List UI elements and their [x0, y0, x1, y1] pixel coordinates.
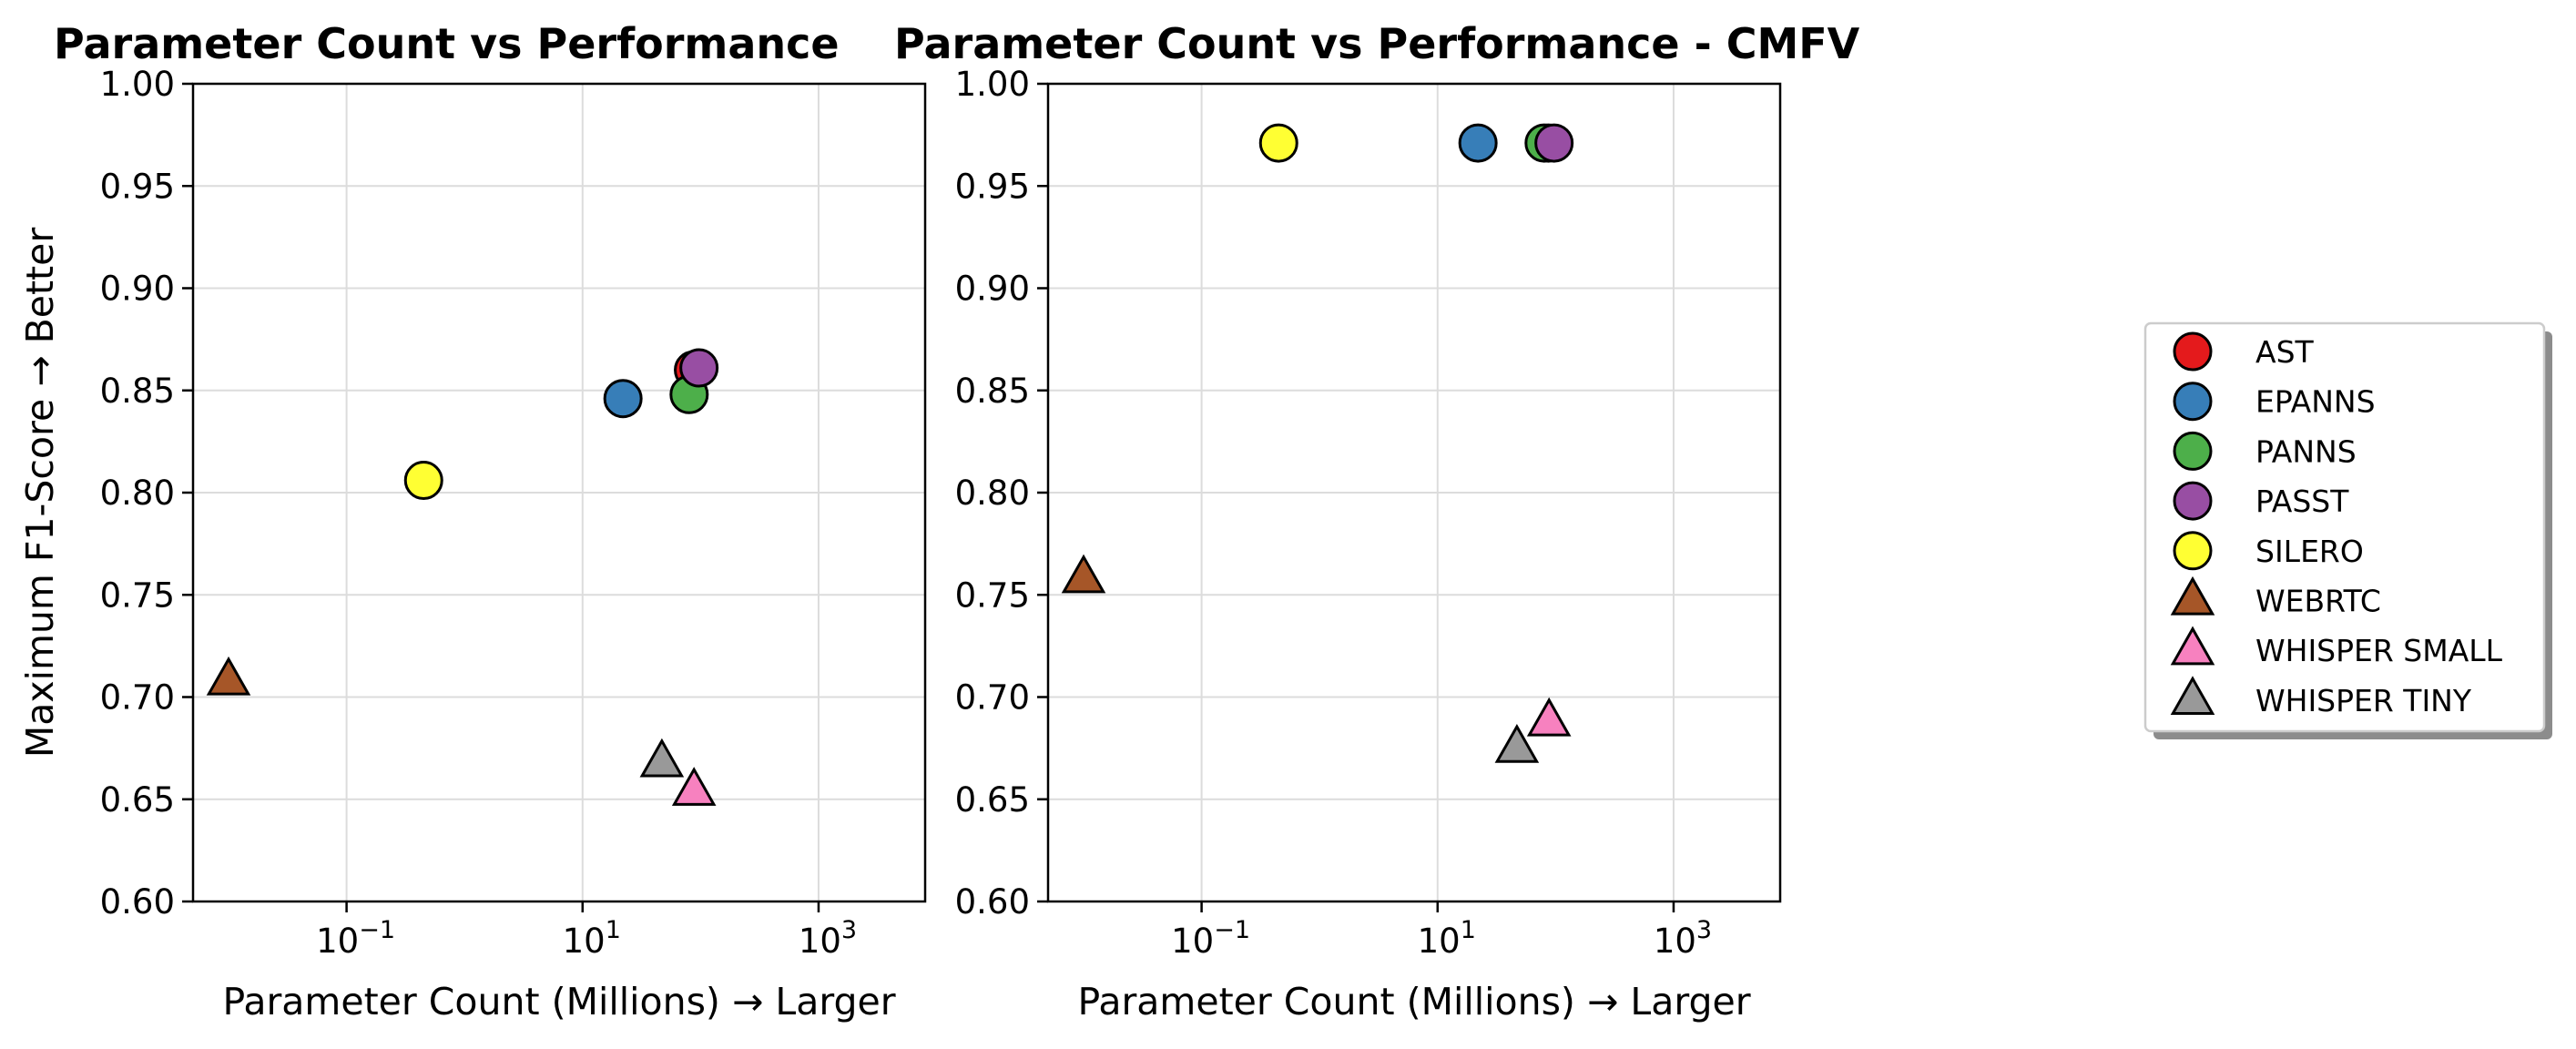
point-passt — [1534, 123, 1574, 163]
legend-marker-panns — [2173, 431, 2213, 471]
legend-label: PANNS — [2255, 433, 2357, 469]
legend-marker-epanns — [2173, 382, 2213, 422]
y-tick-label: 0.95 — [955, 167, 1030, 206]
point-epanns — [603, 379, 643, 419]
legend-marker-webrtc — [2170, 575, 2215, 616]
x-tick-exponent: −1 — [1214, 916, 1250, 944]
legend-label: WHISPER TINY — [2255, 683, 2472, 718]
y-tick-label: 1.00 — [100, 65, 175, 104]
y-tick-label: 1.00 — [955, 65, 1030, 104]
x-tick-base: 10 — [316, 922, 359, 961]
point-silero — [1258, 123, 1298, 163]
legend-label: WEBRTC — [2255, 584, 2381, 619]
y-tick-label: 0.90 — [955, 270, 1030, 309]
x-tick-base: 10 — [1418, 922, 1461, 961]
legend-marker-whisper-tiny — [2170, 676, 2215, 716]
chart-title: Parameter Count vs Performance - CMFV — [894, 19, 1860, 68]
y-tick-label: 0.75 — [100, 575, 175, 615]
x-tick-exponent: 3 — [1696, 916, 1712, 944]
legend-label: PASST — [2255, 484, 2349, 519]
chart-title: Parameter Count vs Performance — [54, 19, 840, 68]
point-whisper-small — [1526, 697, 1572, 737]
y-tick-label: 0.60 — [100, 882, 175, 922]
y-tick-label: 0.70 — [955, 678, 1030, 718]
x-tick-label: 10−1 — [316, 916, 395, 961]
legend-marker-silero — [2173, 531, 2213, 571]
point-whisper-tiny — [639, 738, 685, 778]
x-axis-label: Parameter Count (Millions) → Larger — [1077, 980, 1750, 1024]
x-tick-exponent: 3 — [841, 916, 857, 944]
scatter-panel-overall: 0.600.650.700.750.800.850.900.951.0010−1… — [18, 19, 927, 1024]
legend-label: AST — [2255, 334, 2315, 370]
x-tick-label: 101 — [563, 916, 621, 961]
legend-marker-passt — [2173, 481, 2213, 521]
point-webrtc — [206, 656, 251, 696]
point-passt — [679, 348, 719, 388]
y-tick-label: 0.90 — [100, 270, 175, 309]
y-tick-label: 0.70 — [100, 678, 175, 718]
x-axis-label: Parameter Count (Millions) → Larger — [222, 980, 895, 1024]
legend-label: WHISPER SMALL — [2255, 633, 2503, 668]
y-tick-label: 0.95 — [100, 167, 175, 206]
x-tick-label: 103 — [799, 916, 857, 961]
legend-box — [2143, 321, 2546, 733]
y-tick-label: 0.65 — [955, 780, 1030, 820]
y-axis-label: Maximum F1-Score → Better — [18, 228, 62, 758]
y-tick-label: 0.85 — [100, 372, 175, 411]
y-tick-label: 0.85 — [955, 372, 1030, 411]
y-tick-label: 0.65 — [100, 780, 175, 820]
point-silero — [403, 461, 443, 501]
legend: AST EPANNS PANNS PASST SILERO WEBRTC WHISPER S… — [2143, 321, 2552, 739]
y-tick-label: 0.80 — [955, 474, 1030, 513]
x-tick-base: 10 — [799, 922, 841, 961]
x-tick-exponent: −1 — [359, 916, 395, 944]
legend-label: EPANNS — [2255, 384, 2376, 420]
x-tick-exponent: 1 — [1461, 916, 1476, 944]
point-whisper-tiny — [1494, 723, 1540, 763]
x-tick-base: 10 — [1171, 922, 1214, 961]
x-tick-label: 10−1 — [1171, 916, 1250, 961]
point-whisper-small — [671, 767, 717, 806]
legend-marker-ast — [2173, 331, 2213, 372]
legend-label: SILERO — [2255, 534, 2364, 569]
point-epanns — [1458, 123, 1498, 163]
y-tick-label: 0.60 — [955, 882, 1030, 922]
x-tick-label: 103 — [1654, 916, 1712, 961]
x-tick-base: 10 — [563, 922, 606, 961]
y-tick-label: 0.75 — [955, 575, 1030, 615]
x-tick-exponent: 1 — [606, 916, 621, 944]
x-tick-label: 101 — [1418, 916, 1476, 961]
x-tick-base: 10 — [1654, 922, 1696, 961]
scatter-panel-cmfv: 0.600.650.700.750.800.850.900.951.0010−1… — [894, 19, 1860, 1024]
point-webrtc — [1061, 554, 1106, 594]
legend-marker-whisper-small — [2170, 626, 2215, 666]
y-tick-label: 0.80 — [100, 474, 175, 513]
